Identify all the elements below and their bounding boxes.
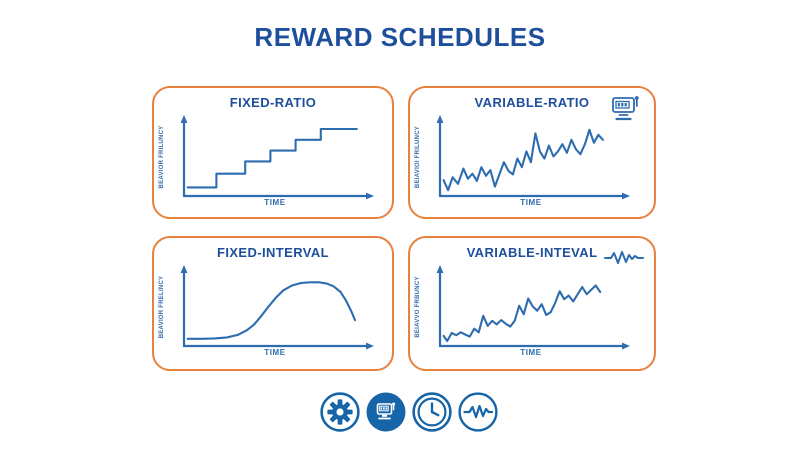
panel-variable-ratio: VARIABLE-RATIO BEIAVIOI FRILUNCY TIME [408, 86, 656, 219]
footer-icon-row [319, 391, 499, 433]
panel-fixed-ratio: FIXED-RATIO BEAVIOR FRILUNCY TIME [152, 86, 394, 219]
panel-title-variable-ratio: VARIABLE-RATIO [474, 95, 590, 110]
staircase-line [186, 127, 358, 189]
clock-icon [412, 392, 452, 432]
x-axis-label: TIME [520, 198, 542, 207]
clock-icon-button[interactable] [411, 391, 453, 433]
jagged-line [442, 284, 602, 343]
slot-machine-filled-icon [366, 392, 406, 432]
slot-machine-icon [612, 96, 639, 121]
pulse-wave-icon [604, 251, 644, 264]
slot-machine-icon-button[interactable] [365, 391, 407, 433]
gear-icon-button[interactable] [319, 391, 361, 433]
panel-fixed-interval: FIXED-INTERVAL BEAVIOR FRELINCY TIME [152, 236, 394, 371]
y-axis-label: BEAVIOR FRILUNCY [159, 125, 165, 189]
y-axis-label: BEIAVIOI FRILUNCY [415, 125, 421, 189]
fixed-interval-chart [180, 265, 374, 350]
pulse-icon [458, 392, 498, 432]
y-axis-label: BEIAVVO FRBUNCY [415, 276, 421, 338]
y-axis-label: BEAVIOR FRELINCY [159, 275, 165, 339]
sigmoid-line [186, 281, 357, 340]
variable-ratio-chart [436, 115, 630, 200]
page-title: REWARD SCHEDULES [254, 22, 546, 52]
pulse-icon-button[interactable] [457, 391, 499, 433]
variable-interval-chart [436, 265, 630, 350]
x-axis-label: TIME [264, 198, 286, 207]
fixed-ratio-chart [180, 115, 374, 200]
gear-icon [320, 392, 360, 432]
jagged-line [442, 128, 604, 192]
panel-title-fixed-ratio: FIXED-RATIO [229, 95, 317, 110]
panel-title-fixed-interval: FIXED-INTERVAL [216, 245, 329, 260]
panel-title-variable-interval: VARIABLE-INTEVAL [466, 245, 598, 260]
x-axis-label: TIME [264, 348, 286, 357]
panel-variable-interval: VARIABLE-INTEVAL BEIAVVO FRBUNCY TIME [408, 236, 656, 371]
x-axis-label: TIME [520, 348, 542, 357]
